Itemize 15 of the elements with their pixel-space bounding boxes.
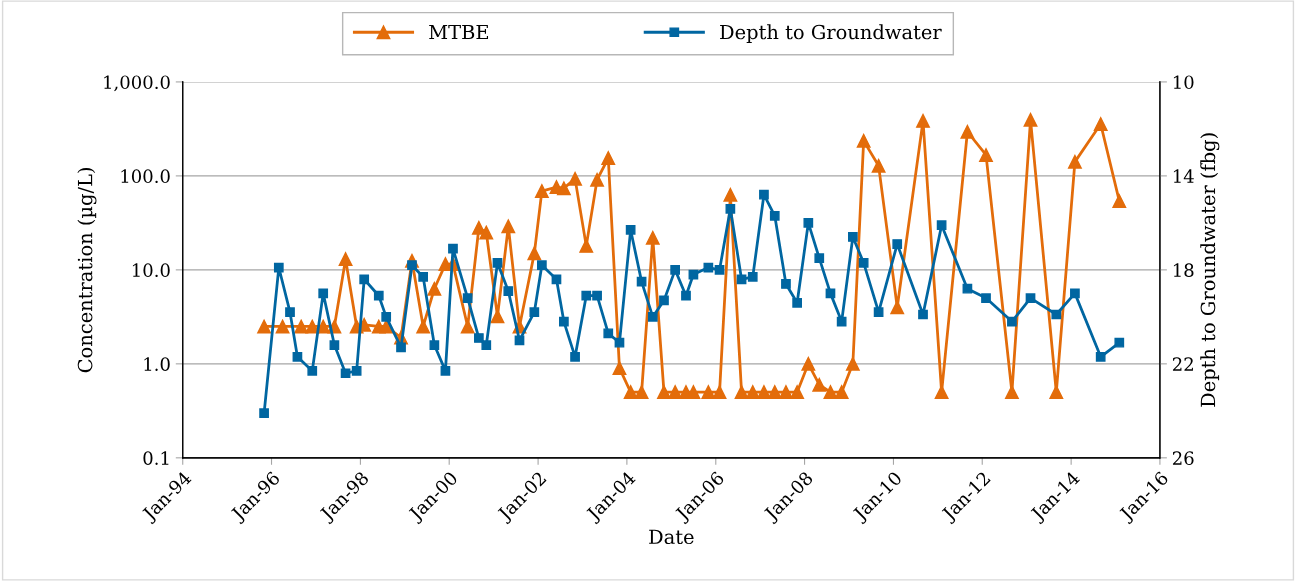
y-axis-title: Concentration (µg/L) [77,167,97,373]
y2-tick-label: 22 [1172,357,1193,371]
x-axis-title: Date [649,529,694,545]
y-tick-label: 10.0 [132,263,170,277]
y-tick-label: 100.0 [121,169,170,184]
y2-tick-label: 18 [1173,263,1194,277]
y-tick-label: 1.0 [144,357,170,371]
y2-tick-label: 26 [1172,451,1194,465]
y-tick-label: 0.1 [143,451,169,465]
y2-tick-label: 14 [1173,169,1194,183]
y2-tick-label: 10 [1173,75,1194,90]
y-tick-label: 1,000.0 [104,75,170,92]
legend-label: MTBE [429,24,489,40]
legend-label: Depth to Groundwater [720,24,942,44]
y2-axis-title: Depth to Groundwater (fbg) [1200,133,1220,407]
